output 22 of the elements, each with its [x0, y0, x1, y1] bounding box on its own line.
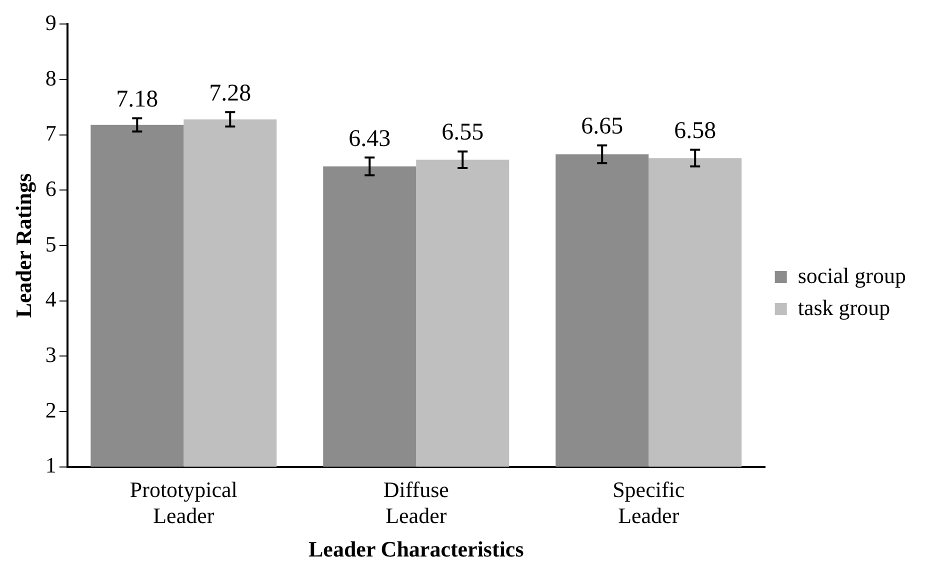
data-label: 7.28: [209, 80, 252, 106]
data-label: 6.65: [581, 114, 624, 140]
y-tick-label: 5: [45, 231, 56, 256]
y-tick-label: 8: [45, 65, 56, 90]
x-tick-label: Prototypical Leader: [130, 476, 238, 528]
y-tick-label: 7: [45, 120, 56, 146]
x-axis-title: Leader Characteristics: [308, 536, 524, 562]
y-tick-label: 1: [45, 452, 56, 478]
data-label: 6.43: [348, 126, 391, 152]
y-axis-title: Leader Ratings: [10, 172, 36, 318]
x-tick-label: Diffuse Leader: [383, 476, 449, 528]
y-tick-label: 4: [45, 286, 56, 312]
x-tick-label: Specific Leader: [612, 476, 685, 528]
data-label: 6.58: [674, 118, 716, 144]
data-label: 6.55: [442, 120, 484, 146]
legend-label: task group: [798, 294, 890, 320]
y-tick-label: 2: [45, 397, 56, 422]
y-tick-label: 6: [45, 176, 56, 201]
y-tick-label: 3: [45, 342, 56, 367]
data-label: 7.18: [116, 86, 158, 113]
y-tick-label: 9: [45, 10, 56, 35]
legend-label: social group: [798, 262, 906, 288]
